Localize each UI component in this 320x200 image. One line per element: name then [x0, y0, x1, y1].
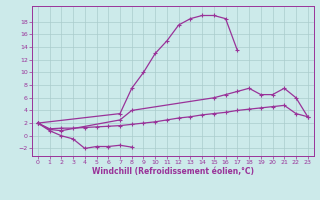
X-axis label: Windchill (Refroidissement éolien,°C): Windchill (Refroidissement éolien,°C) [92, 167, 254, 176]
